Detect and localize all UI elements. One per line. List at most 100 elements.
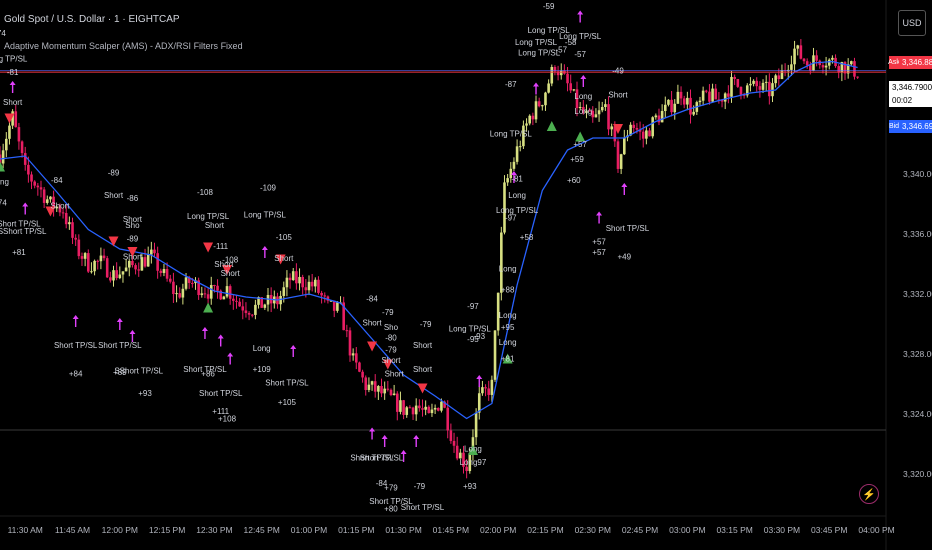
candle-body [124,267,128,272]
annotation-label: +108 [218,415,237,424]
candle-body [370,381,374,385]
annotation-label: -57 [555,46,567,55]
annotation-label: +57 [592,238,606,247]
annotation-label: -86 [127,194,139,203]
candle-body [629,124,632,136]
annotation-label: +81 [501,355,515,364]
candle-body [411,407,415,415]
candle-body [304,287,308,291]
annotation-label: -108 [222,256,239,265]
x-tick-label: 03:15 PM [716,525,752,535]
candle-body [730,76,733,97]
x-tick-label: 02:00 PM [480,525,516,535]
candle-body [405,407,409,415]
candle-body [17,127,21,142]
candle-body [720,99,724,102]
candle-body [531,115,535,120]
candle-body [178,293,182,298]
candle-body [799,45,803,59]
annotation-label: Long [499,311,517,320]
x-tick-label: 02:45 PM [622,525,658,535]
indicator-title[interactable]: Adaptive Momentum Scalper (AMS) - ADX/RS… [4,41,243,51]
candle-body [585,110,588,114]
candle-body [159,270,163,273]
lightning-icon[interactable]: ⚡ [859,484,879,504]
tpsl-arrow-head [9,81,16,85]
candle-layer [0,39,859,479]
x-axis[interactable]: 11:30 AM 11:45 AM 12:00 PM 12:15 PM 12:30 PM… [8,525,895,535]
x-tick-label: 01:30 PM [385,525,421,535]
candle-body [774,75,777,84]
candle-body [481,387,484,394]
candle-body [503,182,506,233]
annotation-label: -49 [612,67,624,76]
candle-body [377,386,380,392]
x-tick-label: 01:15 PM [338,525,374,535]
candle-body [632,124,636,128]
candle-body [206,294,210,299]
annotation-label: Short TP/SL [54,341,98,350]
short-signal-marker [203,242,214,253]
candle-body [518,146,522,148]
annotation-label: Short [413,365,433,374]
candle-body [203,293,207,295]
annotation-label: Long TP/SL [0,55,28,64]
candle-body [109,277,112,281]
annotation-label: Long TP/SL [187,212,230,221]
candle-body [14,111,18,128]
candle-body [209,285,213,299]
annotation-label: Short [3,98,23,107]
candle-body [541,105,544,107]
candle-body [758,86,762,90]
tpsl-arrow-head [217,334,224,339]
candle-body [815,55,818,61]
candle-body [534,101,538,120]
candle-body [33,181,36,186]
annotation-label: Short [608,91,628,100]
candle-body [383,388,386,394]
candle-body [74,237,77,240]
tpsl-arrow-head [580,75,587,79]
x-tick-label: 03:00 PM [669,525,705,535]
candle-body [805,61,809,66]
long-signal-marker [575,131,586,142]
annotation-label: +81 [12,248,26,257]
currency-button[interactable]: USD [898,10,926,36]
candle-body [1,150,5,164]
candle-body [638,129,642,132]
annotation-label: Long TP/SL [528,26,571,35]
long-signal-marker [203,302,214,313]
short-signal-marker [417,383,428,394]
candle-body [250,314,254,316]
annotation-label: +57 [573,140,587,149]
ask-label: Ask [888,56,900,69]
candle-body [484,387,487,389]
candle-body [187,277,191,283]
candle-body [566,73,569,84]
candle-body [181,288,185,298]
candle-body [682,98,686,105]
x-tick-label: 01:00 PM [291,525,327,535]
candle-body [663,104,667,112]
x-tick-label: 12:00 PM [102,525,138,535]
candle-body [71,222,74,238]
annotation-label: +93 [463,482,477,491]
candle-body [616,141,620,169]
annotation-label: +49 [618,253,632,262]
candle-body [544,92,547,106]
candle-body [708,91,711,102]
candle-body [459,452,462,459]
annotation-label: +80 [384,505,398,514]
candle-body [320,292,323,296]
symbol-title[interactable]: Gold Spot / U.S. Dollar · 1 · EIGHTCAP [4,14,180,25]
candle-body [477,393,481,413]
bid-value: 3,346.6900 [899,120,932,133]
candle-body [496,292,500,331]
candle-body [465,466,468,472]
annotation-label: +59 [570,155,584,164]
candle-body [235,300,238,302]
annotation-label: SShort TP/SL [114,367,163,376]
candle-body [676,91,680,104]
